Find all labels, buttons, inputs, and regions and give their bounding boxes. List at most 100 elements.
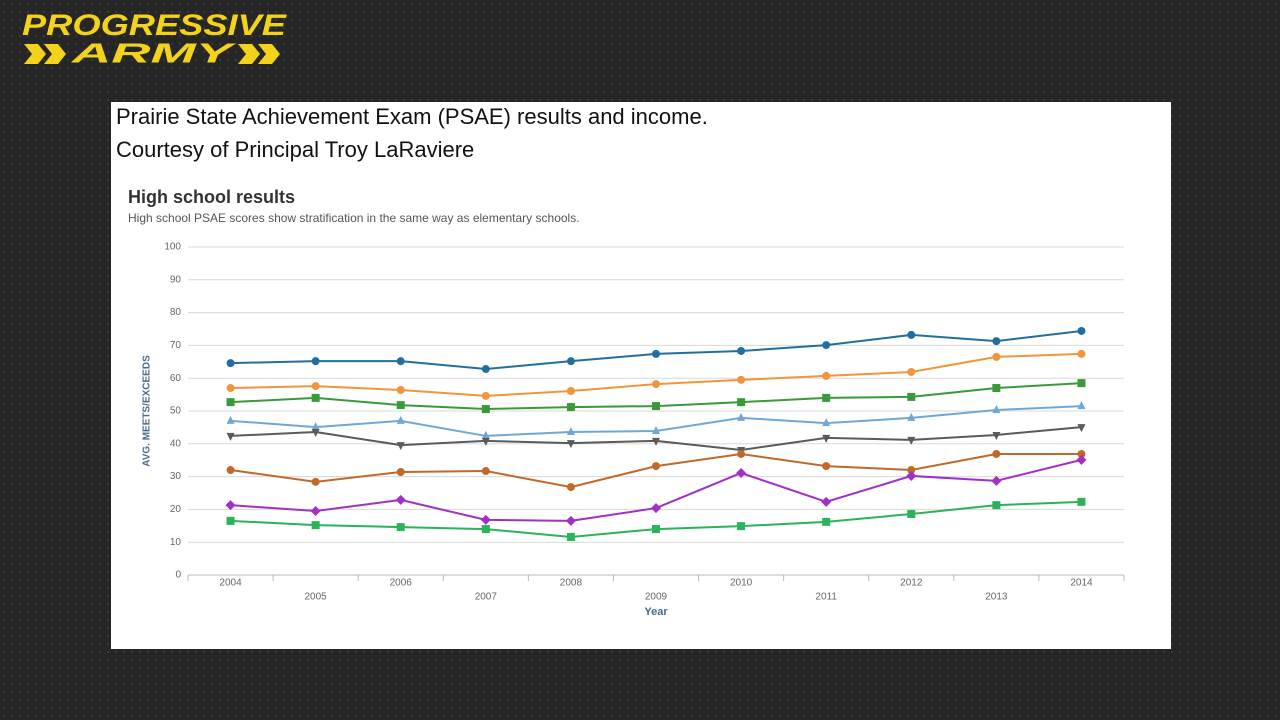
data-point bbox=[481, 430, 490, 439]
x-tick-label: 2007 bbox=[475, 592, 498, 603]
data-point bbox=[566, 483, 575, 492]
caption: Prairie State Achievement Exam (PSAE) re… bbox=[116, 104, 708, 129]
data-point bbox=[737, 412, 746, 421]
data-point bbox=[1077, 379, 1086, 388]
data-point bbox=[225, 500, 236, 511]
data-point bbox=[822, 393, 831, 402]
data-point bbox=[992, 352, 1001, 361]
data-point bbox=[992, 449, 1001, 458]
data-point bbox=[311, 422, 320, 431]
x-tick-label: 2004 bbox=[219, 578, 242, 589]
logo: PROGRESSIVE ARMY bbox=[22, 9, 287, 68]
data-point bbox=[652, 462, 660, 471]
data-point bbox=[566, 403, 575, 412]
logo-line1: PROGRESSIVE bbox=[22, 9, 287, 42]
data-point bbox=[907, 436, 916, 445]
panel bbox=[111, 102, 1171, 649]
data-point bbox=[907, 392, 916, 401]
data-point bbox=[311, 382, 320, 391]
data-point bbox=[822, 462, 831, 471]
x-tick-label: 2013 bbox=[985, 592, 1008, 603]
data-point bbox=[566, 357, 575, 366]
logo-line2: ARMY bbox=[70, 37, 236, 68]
data-point bbox=[907, 330, 916, 339]
y-tick-label: 70 bbox=[170, 340, 182, 351]
caption: Courtesy of Principal Troy LaRaviere bbox=[116, 137, 474, 162]
data-point bbox=[396, 415, 405, 424]
logo-chevrons bbox=[238, 44, 280, 64]
data-point bbox=[1077, 449, 1086, 458]
data-point bbox=[395, 494, 406, 505]
x-tick-label: 2008 bbox=[560, 578, 583, 589]
data-point bbox=[396, 386, 405, 395]
data-point bbox=[822, 418, 831, 427]
data-point bbox=[906, 470, 917, 481]
data-point bbox=[396, 357, 405, 366]
data-point bbox=[396, 523, 405, 532]
data-point bbox=[907, 466, 916, 475]
logo-chevrons bbox=[24, 44, 66, 64]
data-point bbox=[652, 437, 660, 446]
data-point bbox=[1077, 349, 1086, 358]
y-tick-label: 10 bbox=[170, 537, 182, 548]
data-point bbox=[481, 405, 490, 414]
y-tick-label: 50 bbox=[170, 406, 182, 417]
data-point bbox=[907, 509, 916, 518]
data-point bbox=[311, 428, 320, 437]
data-point bbox=[565, 515, 576, 526]
chart-title: High school results bbox=[128, 187, 295, 207]
data-point bbox=[396, 401, 405, 410]
data-point bbox=[566, 440, 575, 449]
x-tick-label: 2011 bbox=[815, 592, 837, 603]
data-point bbox=[226, 398, 235, 407]
data-point bbox=[226, 415, 235, 424]
y-tick-label: 90 bbox=[170, 274, 182, 285]
data-point bbox=[822, 341, 831, 350]
data-point bbox=[991, 475, 1002, 486]
y-tick-label: 30 bbox=[170, 471, 182, 482]
data-point bbox=[737, 449, 746, 458]
data-point bbox=[311, 477, 320, 486]
y-tick-label: 0 bbox=[175, 570, 181, 581]
x-tick-label: 2012 bbox=[900, 578, 923, 589]
y-tick-label: 60 bbox=[170, 373, 182, 384]
data-point bbox=[992, 431, 1001, 440]
data-point bbox=[311, 393, 320, 402]
data-point bbox=[652, 426, 660, 435]
data-point bbox=[736, 467, 747, 478]
chart-subtitle: High school PSAE scores show stratificat… bbox=[128, 211, 580, 225]
data-point bbox=[652, 380, 660, 389]
data-point bbox=[992, 384, 1001, 393]
data-point bbox=[226, 466, 235, 475]
data-point bbox=[992, 337, 1001, 346]
y-tick-label: 80 bbox=[170, 307, 182, 318]
data-point bbox=[907, 412, 916, 421]
data-point bbox=[481, 391, 490, 400]
x-tick-label: 2014 bbox=[1070, 578, 1093, 589]
data-point bbox=[226, 359, 235, 368]
data-point bbox=[311, 357, 320, 366]
data-point bbox=[737, 375, 746, 384]
data-point bbox=[396, 468, 405, 477]
x-tick-label: 2006 bbox=[390, 578, 413, 589]
data-point bbox=[737, 522, 746, 531]
data-point bbox=[652, 349, 660, 358]
data-point bbox=[226, 516, 235, 525]
y-tick-label: 40 bbox=[170, 438, 182, 449]
data-point bbox=[566, 426, 575, 435]
data-point bbox=[481, 437, 490, 446]
data-point bbox=[226, 432, 235, 441]
data-point bbox=[652, 525, 660, 534]
data-point bbox=[1076, 454, 1087, 465]
data-point bbox=[311, 521, 320, 530]
data-point bbox=[1077, 424, 1086, 433]
data-point bbox=[992, 501, 1001, 510]
data-point bbox=[566, 532, 575, 541]
y-tick-label: 20 bbox=[170, 504, 182, 515]
data-point bbox=[1077, 497, 1086, 506]
data-point bbox=[1077, 326, 1086, 335]
data-point bbox=[737, 346, 746, 355]
data-point bbox=[821, 496, 832, 507]
data-point bbox=[481, 467, 490, 476]
